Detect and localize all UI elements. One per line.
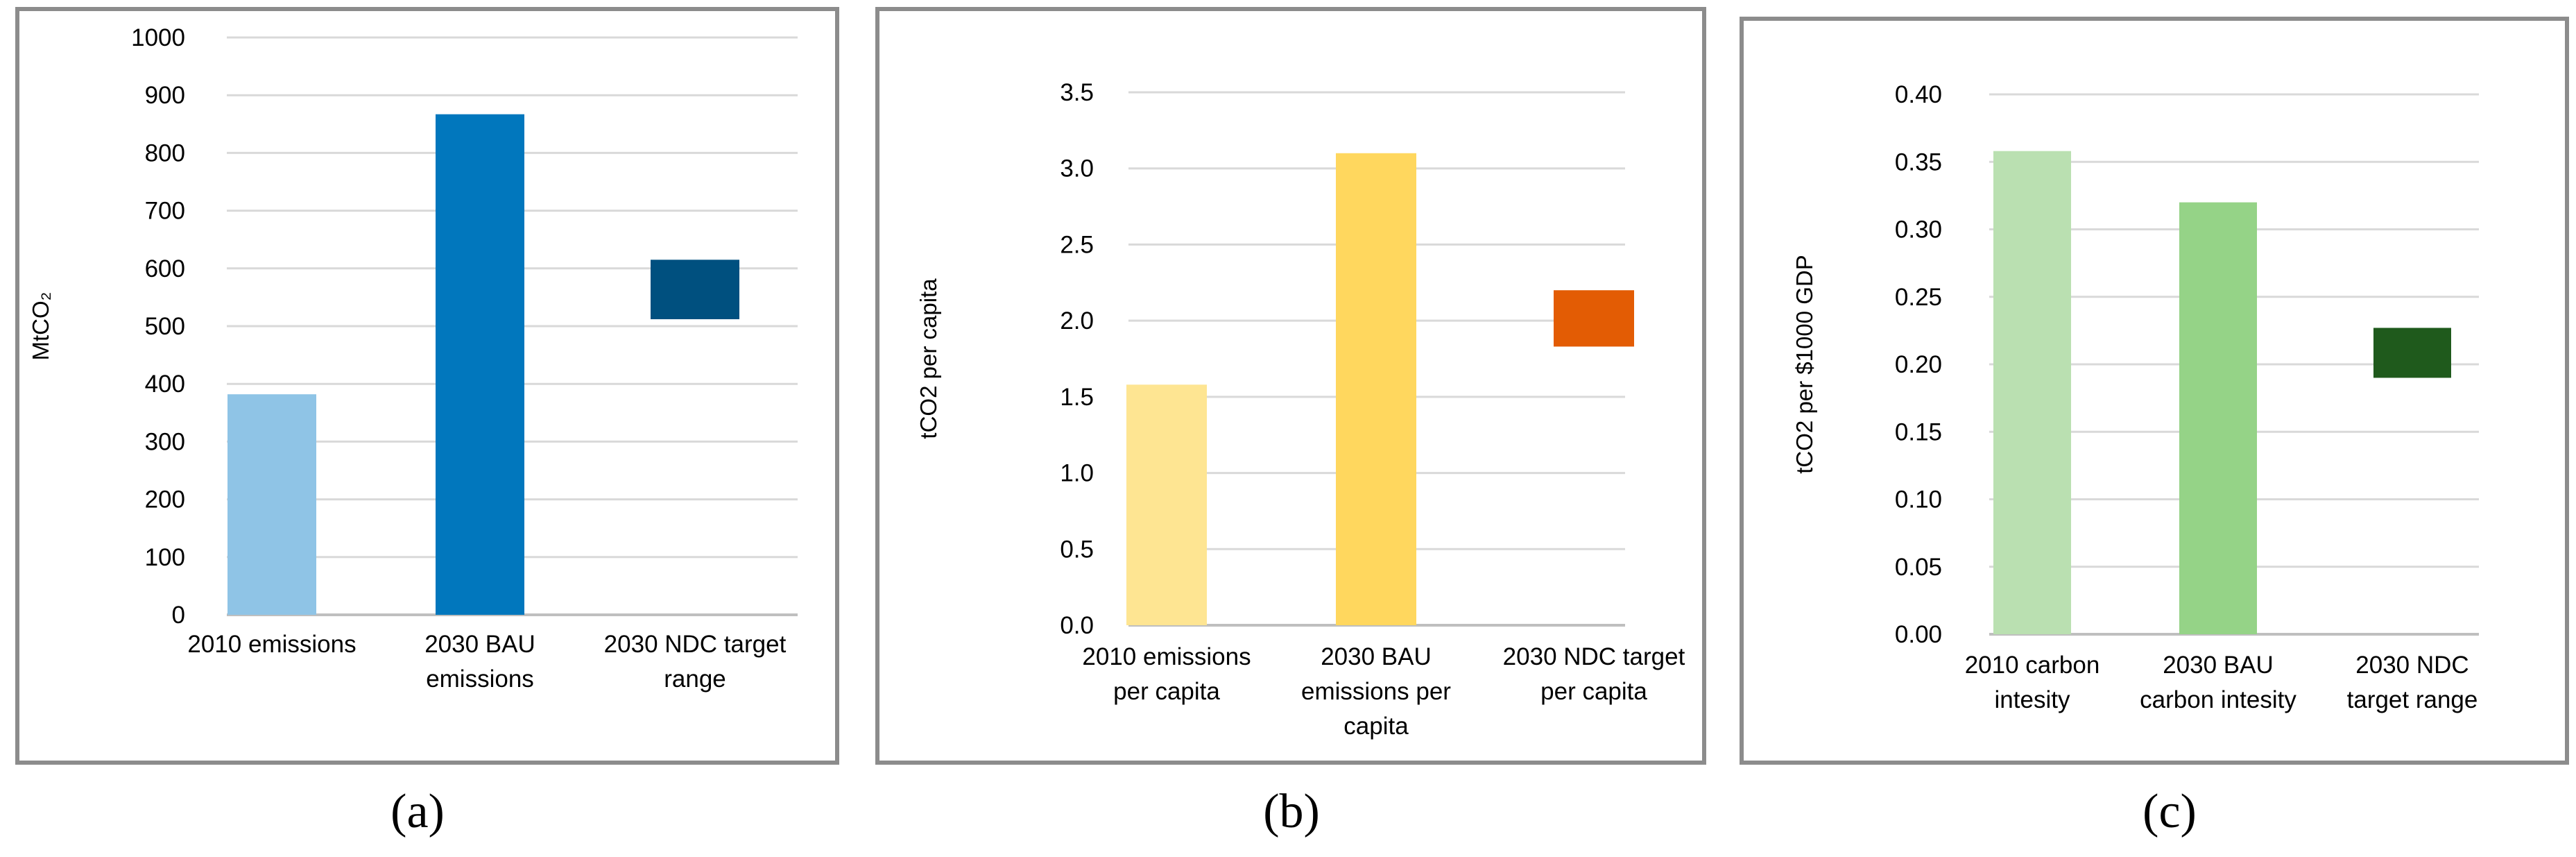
y-tick-label: 2.0 <box>1060 307 1094 334</box>
category-label: 2030 NDC <box>2355 652 2468 679</box>
category-label: 2030 NDC target <box>604 631 787 658</box>
category-label: intesity <box>1995 686 2070 713</box>
y-tick-label: 200 <box>145 486 185 514</box>
category-label: range <box>664 665 726 693</box>
y-tick-label: 0.25 <box>1895 284 1942 311</box>
bar <box>2373 328 2451 378</box>
y-tick-label: 1.0 <box>1060 460 1094 487</box>
chart-frame <box>875 7 1706 765</box>
category-label: emissions <box>426 665 534 693</box>
category-label: 2030 NDC target <box>1503 643 1685 670</box>
panel-label-a: (a) <box>390 785 445 838</box>
chart-panel-c: 0.00 0.05 0.10 0.15 0.20 0.25 0.30 0.35 0.40 tCO2… <box>1740 0 2572 857</box>
category-label: 2010 carbon <box>1965 652 2100 679</box>
y-tick-label: 0.30 <box>1895 217 1942 244</box>
y-tick-label: 900 <box>145 82 185 109</box>
bar <box>1336 153 1416 625</box>
y-tick-label: 0.35 <box>1895 149 1942 176</box>
y-tick-label: 0.10 <box>1895 486 1942 514</box>
category-label: 2030 BAU <box>1321 643 1432 670</box>
y-tick-label: 1000 <box>131 24 185 51</box>
category-label: 2030 BAU <box>2163 652 2274 679</box>
y-axis-label: MtCO₂ <box>28 292 53 361</box>
category-label: emissions per <box>1301 678 1451 705</box>
category-label: per capita <box>1540 678 1647 705</box>
chart-panel-b: 0.0 0.5 1.0 1.5 2.0 2.5 3.0 3.5 tCO2 per capita 2… <box>875 0 1708 857</box>
chart-frame <box>15 7 839 765</box>
y-tick-label: 700 <box>145 198 185 225</box>
y-tick-label: 0 <box>172 602 185 629</box>
category-label: 2010 emissions <box>1082 643 1251 670</box>
y-axis-label: tCO2 per capita <box>916 278 941 439</box>
y-tick-label: 500 <box>145 313 185 340</box>
panel-label-c: (c) <box>2143 785 2197 838</box>
category-label: carbon intesity <box>2140 686 2296 713</box>
chart-panel-a: 0 100 200 300 400 500 600 700 800 900 1000 MtCO₂ 201… <box>15 0 841 857</box>
chart-a-svg: 0 100 200 300 400 500 600 700 800 900 1000 MtCO₂ 201… <box>15 7 839 765</box>
chart-b-svg: 0.0 0.5 1.0 1.5 2.0 2.5 3.0 3.5 tCO2 per capita 2… <box>875 7 1706 765</box>
y-tick-label: 800 <box>145 139 185 167</box>
chart-c-svg: 0.00 0.05 0.10 0.15 0.20 0.25 0.30 0.35 0.40 tCO2… <box>1740 17 2569 765</box>
y-tick-label: 3.5 <box>1060 79 1094 106</box>
y-axis-label: tCO2 per $1000 GDP <box>1792 255 1817 474</box>
y-tick-label: 0.00 <box>1895 621 1942 648</box>
y-tick-label: 2.5 <box>1060 231 1094 258</box>
bar <box>1993 151 2071 634</box>
y-tick-label: 100 <box>145 544 185 571</box>
bar <box>227 394 316 615</box>
y-tick-label: 0.15 <box>1895 418 1942 446</box>
y-tick-label: 0.40 <box>1895 81 1942 108</box>
bar <box>436 114 524 615</box>
category-label: target range <box>2347 686 2478 713</box>
y-tick-label: 0.20 <box>1895 351 1942 378</box>
y-tick-label: 0.05 <box>1895 554 1942 581</box>
bar <box>651 260 739 320</box>
y-tick-label: 3.0 <box>1060 155 1094 183</box>
y-tick-label: 0.0 <box>1060 612 1094 639</box>
panel-label-b: (b) <box>1263 785 1320 838</box>
y-tick-label: 600 <box>145 255 185 282</box>
category-label: per capita <box>1113 678 1220 705</box>
category-label: 2010 emissions <box>187 631 356 658</box>
y-tick-label: 0.5 <box>1060 536 1094 563</box>
y-tick-label: 300 <box>145 428 185 455</box>
bar <box>1126 384 1207 625</box>
bar <box>2179 202 2257 635</box>
y-tick-label: 1.5 <box>1060 384 1094 411</box>
bar <box>1554 290 1634 347</box>
category-label: 2030 BAU <box>424 631 535 658</box>
category-label: capita <box>1343 713 1409 740</box>
y-tick-label: 400 <box>145 371 185 398</box>
chart-frame <box>1740 17 2569 765</box>
